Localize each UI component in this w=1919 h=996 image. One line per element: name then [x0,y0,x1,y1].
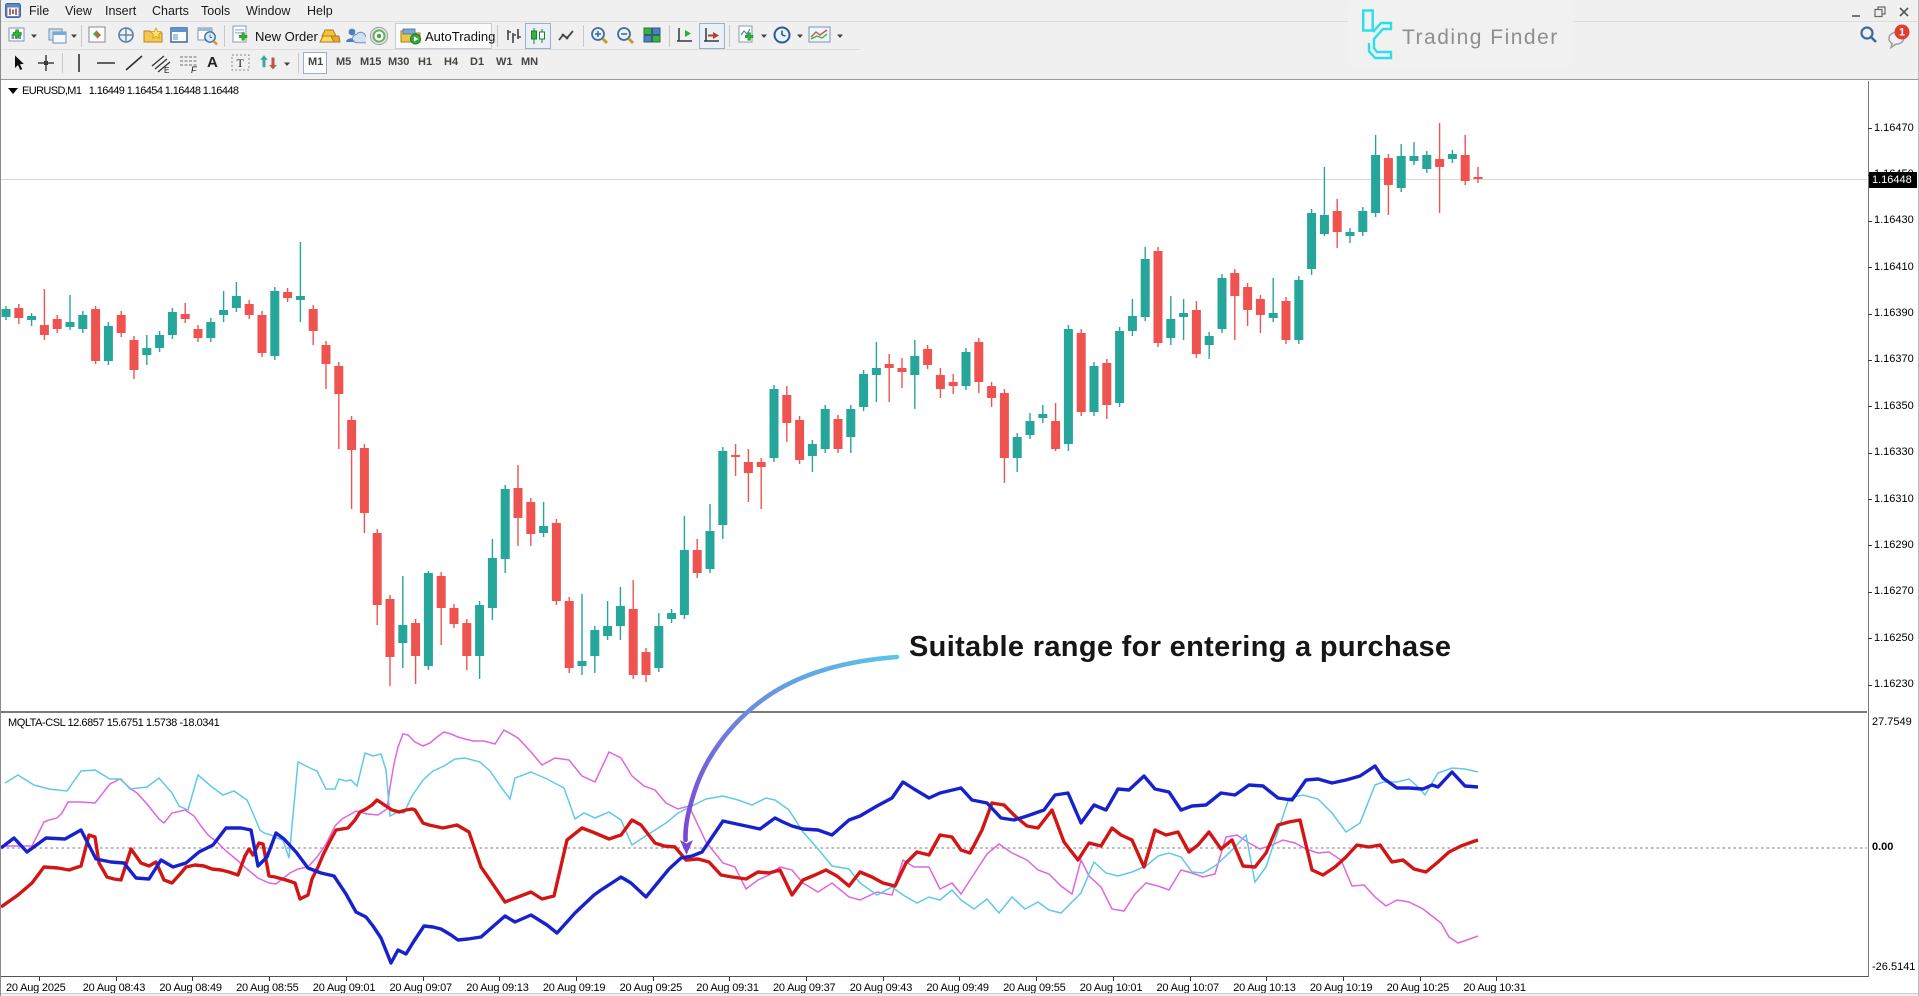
svg-text:F: F [191,65,197,74]
svg-text:T: T [237,56,245,70]
svg-text:E: E [164,66,169,74]
svg-text:1: 1 [1899,27,1905,39]
